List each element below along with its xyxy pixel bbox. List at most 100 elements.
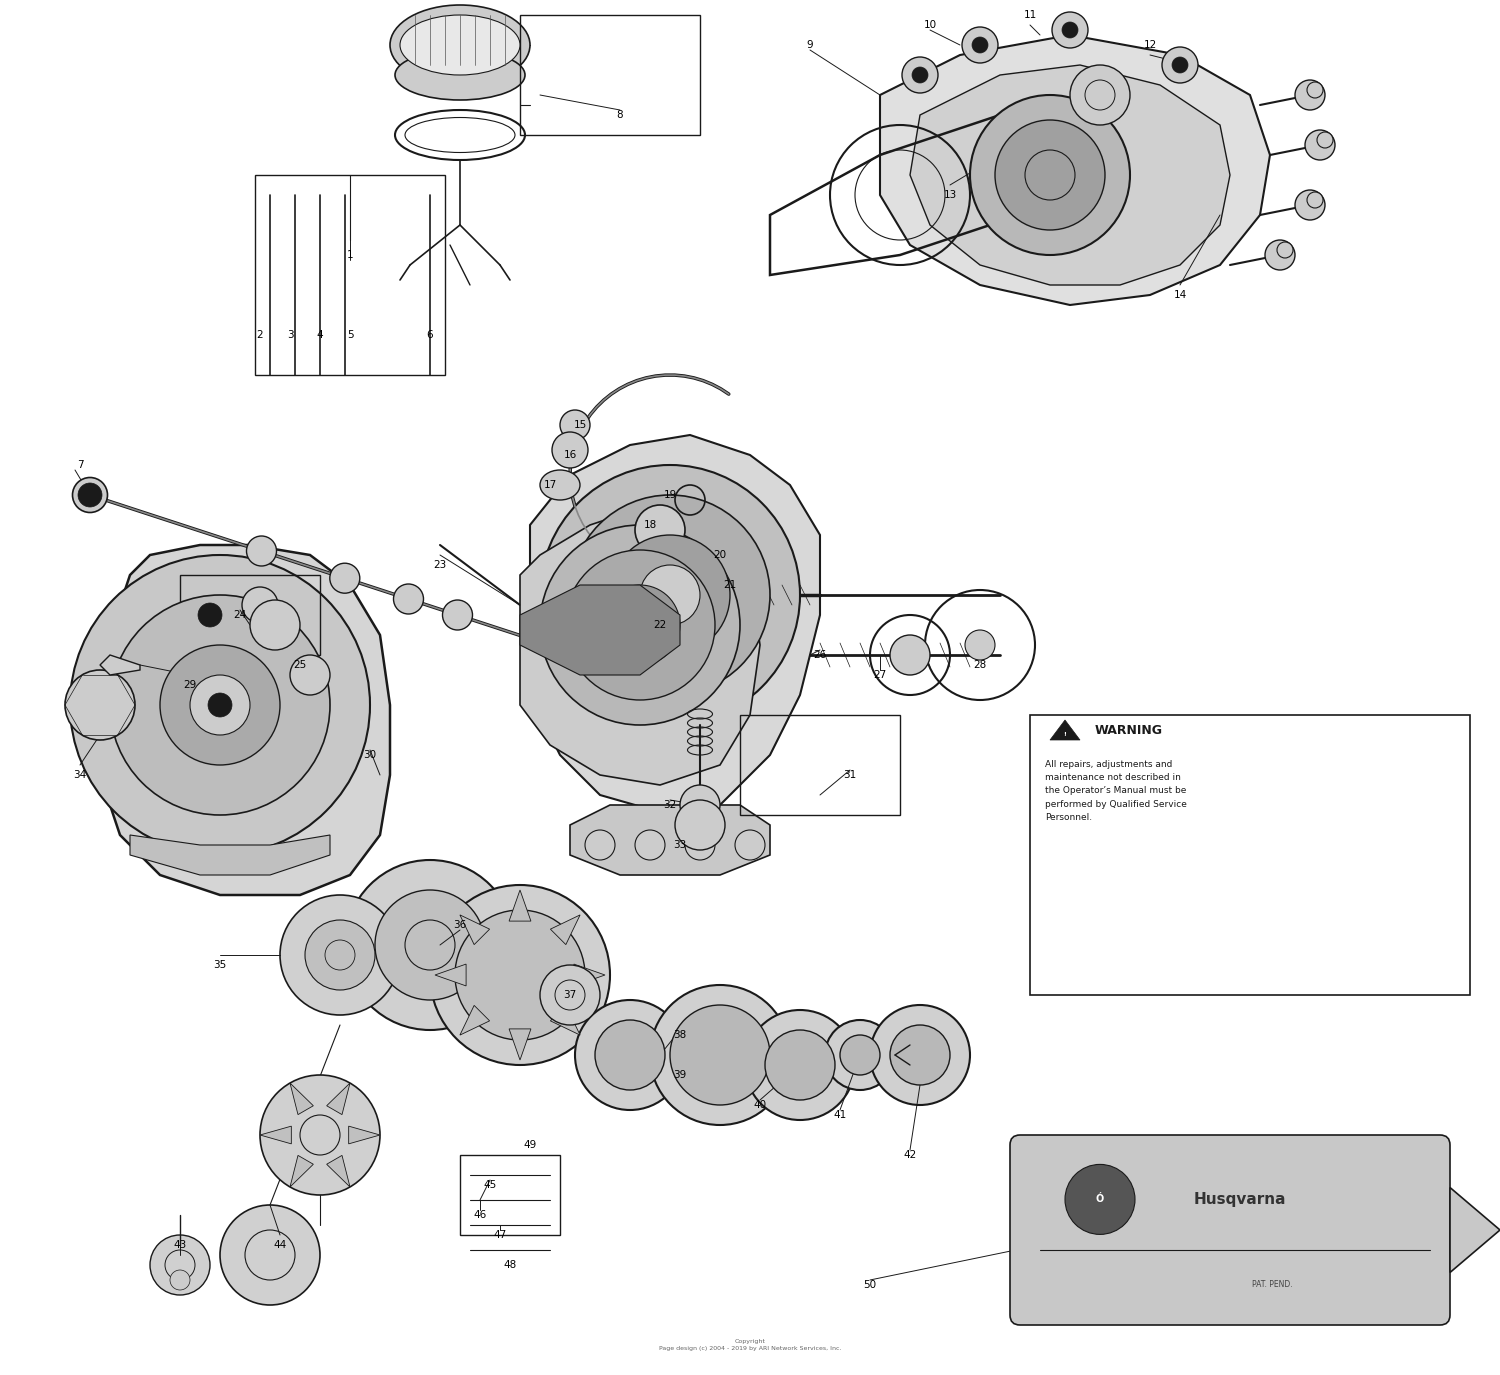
- Polygon shape: [530, 434, 821, 815]
- Circle shape: [1276, 242, 1293, 258]
- Polygon shape: [574, 964, 604, 986]
- Circle shape: [1306, 82, 1323, 98]
- Text: 42: 42: [903, 1150, 916, 1160]
- Text: 13: 13: [944, 190, 957, 199]
- Polygon shape: [460, 1005, 489, 1035]
- Text: Husqvarna: Husqvarna: [1194, 1192, 1286, 1207]
- Circle shape: [600, 584, 680, 666]
- Circle shape: [1172, 56, 1188, 73]
- Circle shape: [330, 564, 360, 593]
- Polygon shape: [1450, 1188, 1500, 1272]
- Text: 10: 10: [924, 21, 936, 30]
- Text: 31: 31: [843, 770, 856, 780]
- Circle shape: [675, 800, 724, 850]
- Text: 47: 47: [494, 1231, 507, 1240]
- Circle shape: [558, 632, 602, 676]
- Text: 8: 8: [616, 110, 624, 120]
- Polygon shape: [520, 505, 760, 785]
- Text: 32: 32: [663, 800, 676, 810]
- Text: AiX Parts™eam™: AiX Parts™eam™: [620, 619, 722, 631]
- Circle shape: [840, 1035, 880, 1075]
- Text: 1: 1: [346, 250, 354, 260]
- Text: 29: 29: [183, 681, 196, 690]
- Text: 20: 20: [714, 550, 726, 560]
- Polygon shape: [1050, 720, 1080, 740]
- Circle shape: [970, 95, 1130, 254]
- Text: 2: 2: [256, 330, 264, 340]
- Text: All repairs, adjustments and
maintenance not described in
the Operator’s Manual : All repairs, adjustments and maintenance…: [1046, 760, 1186, 822]
- Text: 46: 46: [474, 1210, 486, 1220]
- Circle shape: [585, 830, 615, 859]
- Ellipse shape: [390, 6, 530, 85]
- Text: !: !: [1064, 733, 1066, 737]
- Circle shape: [345, 859, 514, 1030]
- Text: 50: 50: [864, 1280, 876, 1290]
- Polygon shape: [880, 34, 1270, 305]
- Circle shape: [209, 693, 232, 716]
- Text: 37: 37: [564, 990, 576, 1000]
- Circle shape: [765, 1030, 836, 1100]
- Text: Ó: Ó: [1096, 1195, 1104, 1204]
- Text: 24: 24: [234, 610, 246, 620]
- Bar: [180, 575, 320, 654]
- Circle shape: [393, 584, 423, 615]
- Polygon shape: [910, 65, 1230, 285]
- Text: 4: 4: [316, 330, 324, 340]
- Circle shape: [1305, 131, 1335, 160]
- Circle shape: [552, 432, 588, 468]
- Circle shape: [430, 886, 610, 1066]
- Circle shape: [1062, 22, 1078, 38]
- Circle shape: [825, 1020, 896, 1090]
- Circle shape: [670, 1005, 770, 1106]
- Circle shape: [78, 483, 102, 507]
- Circle shape: [1162, 47, 1198, 82]
- Text: 48: 48: [504, 1260, 516, 1270]
- Circle shape: [220, 1204, 320, 1305]
- Text: 3: 3: [286, 330, 294, 340]
- Text: 43: 43: [174, 1240, 186, 1250]
- Circle shape: [1065, 1165, 1136, 1235]
- Circle shape: [540, 965, 600, 1024]
- Circle shape: [634, 505, 686, 556]
- Circle shape: [246, 536, 276, 566]
- Text: 5: 5: [346, 330, 354, 340]
- Text: 19: 19: [663, 490, 676, 500]
- Bar: [255, 175, 446, 375]
- Circle shape: [1294, 190, 1324, 220]
- Circle shape: [190, 675, 250, 736]
- Circle shape: [1070, 65, 1130, 125]
- Text: 6: 6: [426, 330, 433, 340]
- Text: 33: 33: [674, 840, 687, 850]
- Circle shape: [375, 890, 484, 1000]
- Polygon shape: [550, 914, 580, 945]
- Circle shape: [540, 465, 800, 725]
- Text: 30: 30: [363, 749, 376, 760]
- Polygon shape: [348, 1126, 380, 1144]
- Circle shape: [574, 1000, 686, 1110]
- Circle shape: [870, 1005, 970, 1106]
- Text: 21: 21: [723, 580, 736, 590]
- Circle shape: [680, 785, 720, 825]
- Text: 23: 23: [433, 560, 447, 571]
- Polygon shape: [460, 914, 489, 945]
- Circle shape: [634, 830, 664, 859]
- Circle shape: [64, 670, 135, 740]
- Circle shape: [454, 910, 585, 1040]
- Circle shape: [304, 920, 375, 990]
- Circle shape: [251, 600, 300, 650]
- Polygon shape: [100, 544, 390, 895]
- Polygon shape: [550, 1005, 580, 1035]
- Circle shape: [170, 1270, 190, 1290]
- Circle shape: [442, 600, 472, 630]
- Circle shape: [994, 120, 1106, 230]
- Circle shape: [596, 1020, 664, 1090]
- Text: 36: 36: [453, 920, 466, 930]
- Circle shape: [566, 550, 716, 700]
- Circle shape: [260, 1075, 380, 1195]
- Bar: [460, 1155, 560, 1235]
- Polygon shape: [570, 804, 770, 874]
- Polygon shape: [327, 1084, 350, 1115]
- Text: 12: 12: [1143, 40, 1156, 49]
- Text: 49: 49: [524, 1140, 537, 1150]
- Ellipse shape: [400, 15, 520, 76]
